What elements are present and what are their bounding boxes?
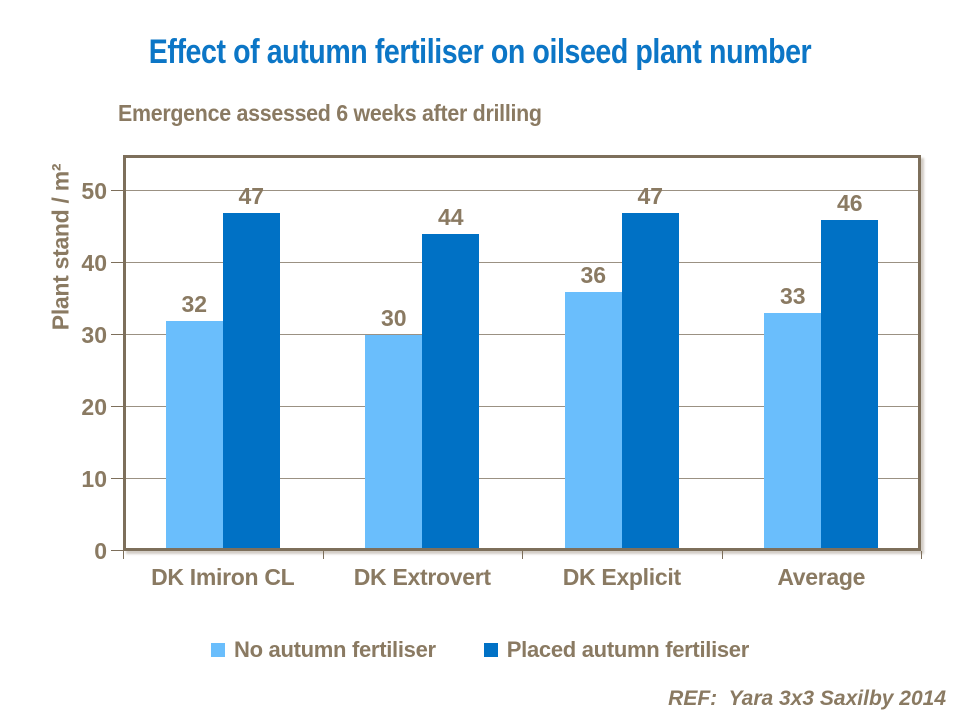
bar-value-label: 46 xyxy=(836,189,863,216)
x-axis-tick xyxy=(721,551,723,559)
category-label: DK Imiron CL xyxy=(151,564,295,590)
legend-label-no-autumn-fertiliser: No autumn fertiliser xyxy=(233,637,436,662)
x-axis-tick xyxy=(322,551,324,559)
y-axis-tick xyxy=(111,262,123,263)
bar-no-autumn-fertiliser xyxy=(365,335,423,551)
legend-label-placed-autumn-fertiliser: Placed autumn fertiliser xyxy=(506,637,750,662)
y-axis-tick-label: 0 xyxy=(94,538,107,564)
y-axis-tick-label: 30 xyxy=(81,322,107,348)
y-axis-tick-label: 10 xyxy=(81,466,107,492)
gridline xyxy=(123,190,921,191)
bar-placed-autumn-fertiliser xyxy=(222,212,280,551)
bar-placed-autumn-fertiliser xyxy=(422,234,480,551)
y-axis-tick xyxy=(111,190,123,191)
y-axis-tick xyxy=(111,478,123,479)
chart-title: Effect of autumn fertiliser on oilseed p… xyxy=(148,33,812,71)
x-axis-tick xyxy=(921,551,922,559)
gridline xyxy=(123,406,921,407)
bar-value-label: 47 xyxy=(238,182,265,209)
category-label: DK Explicit xyxy=(562,564,681,590)
gridline xyxy=(123,262,921,263)
bar-value-label: 36 xyxy=(580,261,607,288)
chart-subtitle: Emergence assessed 6 weeks after drillin… xyxy=(118,100,542,126)
y-axis-tick-label: 50 xyxy=(81,178,107,204)
bar-no-autumn-fertiliser xyxy=(764,313,822,551)
bar-placed-autumn-fertiliser xyxy=(621,212,679,551)
gridline xyxy=(123,334,921,335)
y-axis-tick xyxy=(111,550,123,551)
category-label: DK Extrovert xyxy=(353,564,491,590)
x-axis-tick xyxy=(522,551,523,559)
legend-item-placed-autumn-fertiliser: Placed autumn fertiliser xyxy=(483,637,750,663)
y-axis-tick-label: 20 xyxy=(81,394,107,420)
y-axis-tick xyxy=(111,334,123,335)
bar-value-label: 32 xyxy=(181,290,208,317)
legend-item-no-autumn-fertiliser: No autumn fertiliser xyxy=(210,637,436,663)
x-axis-tick xyxy=(123,551,124,559)
legend-swatch-placed-autumn-fertiliser xyxy=(483,643,498,657)
bar-value-label: 33 xyxy=(779,283,806,310)
y-axis-tick-label: 40 xyxy=(81,250,107,276)
legend-swatch-no-autumn-fertiliser xyxy=(210,643,225,657)
y-axis-tick xyxy=(111,406,123,407)
plot-area: 0 10 20 30 40 50 32 30 36 33 47 44 47 46 DK Imiron CL D… xyxy=(81,155,922,590)
bar-no-autumn-fertiliser xyxy=(564,291,622,551)
bar-placed-autumn-fertiliser xyxy=(821,219,879,551)
bar-value-label: 30 xyxy=(380,305,407,331)
reference-text: REF: Yara 3x3 Saxilby 2014 xyxy=(668,687,946,710)
bar-value-label: 44 xyxy=(437,204,464,231)
legend: No autumn fertiliser Placed autumn ferti… xyxy=(0,637,960,663)
bar-value-label: 47 xyxy=(637,182,664,209)
bar-no-autumn-fertiliser xyxy=(165,320,223,551)
gridline xyxy=(123,478,921,479)
category-label: Average xyxy=(777,564,866,590)
